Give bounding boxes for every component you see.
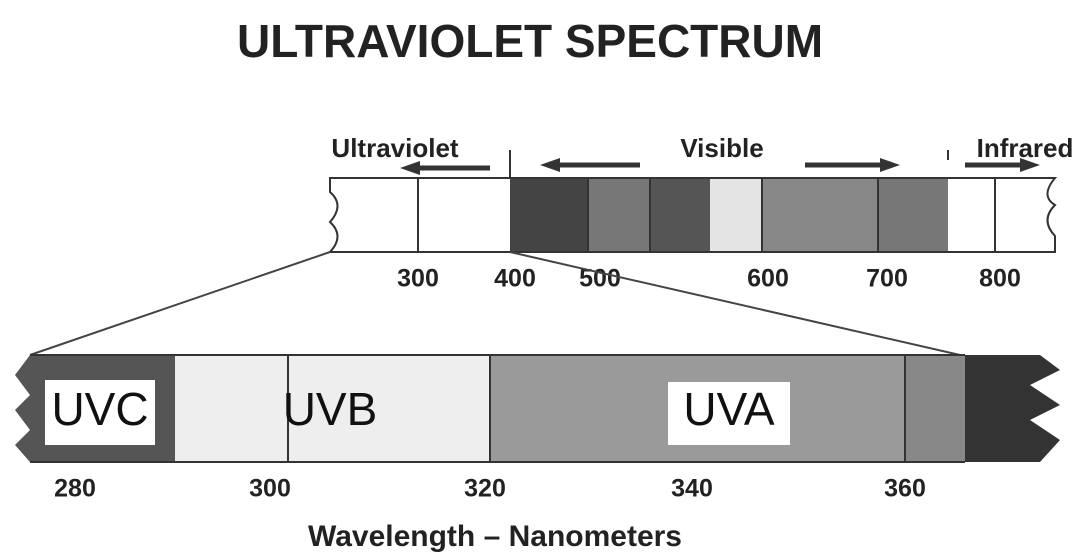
tick-label: 360 bbox=[884, 475, 926, 503]
tick-label: 280 bbox=[54, 475, 96, 503]
arrows bbox=[400, 158, 1040, 175]
tick-label: 700 bbox=[866, 265, 908, 293]
zoom-line bbox=[29, 251, 331, 356]
tick-label: 600 bbox=[747, 265, 789, 293]
band-label: UVB bbox=[283, 383, 378, 435]
title: ULTRAVIOLET SPECTRUM bbox=[237, 15, 823, 67]
tick-label: 800 bbox=[979, 265, 1021, 293]
band-label: UVA bbox=[683, 383, 774, 435]
band-label: UVC bbox=[51, 383, 148, 435]
tick-label: 320 bbox=[464, 475, 506, 503]
zoom-line bbox=[509, 251, 961, 356]
axis-label: Wavelength – Nanometers bbox=[308, 520, 682, 553]
region-label: Infrared bbox=[977, 133, 1074, 163]
top-band bbox=[327, 177, 1058, 253]
tick-label: 300 bbox=[249, 475, 291, 503]
bottom-band bbox=[15, 354, 1060, 463]
tick-label: 340 bbox=[671, 475, 713, 503]
tick-label: 400 bbox=[494, 265, 536, 293]
region-label: Ultraviolet bbox=[331, 133, 458, 163]
region-label: Visible bbox=[680, 133, 763, 163]
tick-label: 300 bbox=[397, 265, 439, 293]
